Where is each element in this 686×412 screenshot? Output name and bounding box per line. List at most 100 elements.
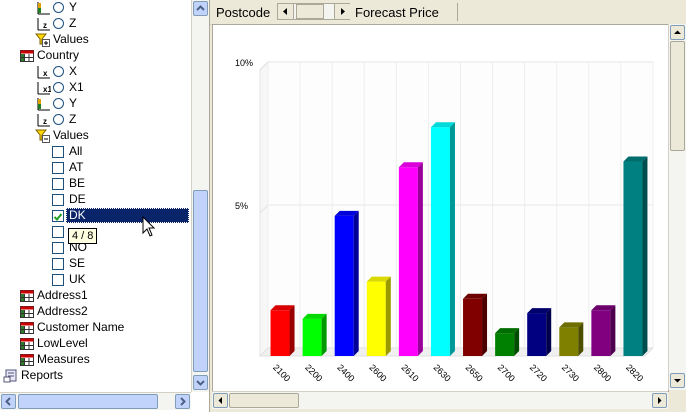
x-tick-label: 2650 (464, 362, 485, 383)
axis-option-label[interactable]: Y (69, 96, 78, 110)
chart-scroll-thumb[interactable] (670, 41, 685, 151)
checkmark-icon (53, 213, 63, 221)
values-node-label[interactable]: Values (53, 32, 89, 46)
values-filter-collapsed-icon[interactable] (35, 33, 51, 47)
dimension-node-label[interactable]: Measures (37, 352, 90, 366)
svg-text:x: x (43, 69, 48, 78)
chart-bar-top (591, 305, 616, 311)
y-axis-icon (37, 2, 50, 15)
scroll-up-button[interactable] (193, 1, 208, 16)
z-axis-icon: z (37, 114, 50, 127)
chart-bar (559, 327, 579, 356)
dimension-node-label[interactable]: LowLevel (37, 336, 88, 350)
chart-bar-side (546, 308, 552, 356)
axis-option-label[interactable]: Y (69, 0, 78, 14)
radio-button[interactable] (53, 114, 64, 125)
chart-scroll-right-button[interactable] (652, 393, 667, 408)
chart-scroll-down-button[interactable] (670, 373, 685, 388)
chart-bar (527, 313, 547, 356)
radio-button[interactable] (53, 82, 64, 93)
values-filter-expanded-icon[interactable] (35, 129, 51, 143)
value-checkbox[interactable] (52, 194, 64, 206)
chevron-left-icon (5, 397, 11, 406)
value-checkbox-label[interactable]: SE (69, 256, 86, 270)
value-checkbox-label[interactable]: AT (69, 160, 84, 174)
chevron-down-icon (196, 380, 205, 386)
gridline (259, 204, 269, 214)
axis-option-label[interactable]: Z (69, 16, 77, 30)
value-checkbox-label[interactable]: All (69, 144, 83, 158)
value-checkbox[interactable] (52, 258, 64, 270)
x-tick-label: 2600 (367, 362, 388, 383)
chart-bar (463, 298, 483, 356)
tree-horizontal-scrollbar[interactable] (0, 392, 191, 410)
chart-bar-side (321, 313, 327, 356)
chart-bar-side (385, 276, 391, 356)
radio-button[interactable] (53, 98, 64, 109)
chart-bar (334, 215, 354, 356)
dimension-tree[interactable]: Yz Z Values Country x Xx1 X1 Yz Z Values All AT BE DE… (0, 0, 210, 412)
chart-bar-top (334, 210, 359, 216)
dimension-node-label[interactable]: Address2 (37, 304, 88, 318)
dimension-table-icon (20, 306, 34, 318)
dimension-table-icon (20, 354, 34, 366)
dimension-node-label[interactable]: Customer Name (37, 320, 125, 334)
reports-node-label[interactable]: Reports (21, 368, 64, 382)
value-checkbox-label[interactable]: DE (69, 192, 86, 206)
dimension-field-label[interactable]: Postcode (216, 5, 271, 20)
z-axis-icon: z (37, 18, 50, 31)
chart-horizontal-scrollbar[interactable] (212, 391, 668, 409)
chevron-up-icon (196, 5, 205, 11)
tree-vertical-scrollbar[interactable] (191, 0, 209, 392)
chart-bar-top (623, 156, 648, 162)
chart-bar (430, 127, 450, 356)
value-checkbox[interactable] (52, 162, 64, 174)
chart-area: 5% 10% 2100 2200 2400 2600 2610 2630 2650 2700 272… (212, 24, 669, 392)
value-checkbox[interactable] (52, 146, 64, 158)
y-tick-label: 5% (235, 201, 248, 211)
values-node-label[interactable]: Values (53, 128, 89, 142)
axis-option-label[interactable]: X1 (69, 80, 84, 94)
chart-bar (623, 161, 643, 356)
chart-vertical-scrollbar[interactable] (668, 24, 686, 390)
slider-left-button[interactable] (278, 4, 294, 19)
chart-scroll-left-button[interactable] (213, 393, 228, 408)
scroll-down-button[interactable] (193, 375, 208, 390)
gridline (259, 61, 269, 71)
radio-button[interactable] (53, 2, 64, 13)
value-checkbox[interactable] (52, 242, 64, 254)
radio-button[interactable] (53, 66, 64, 77)
axis-option-label[interactable]: X (69, 64, 78, 78)
chart-scroll-thumb-horizontal[interactable] (229, 393, 299, 408)
chart-bar-side (449, 122, 455, 356)
svg-text:z: z (43, 117, 47, 126)
slider-right-button[interactable] (334, 4, 350, 19)
chart-bar-top (463, 293, 488, 299)
scroll-left-button[interactable] (1, 394, 16, 409)
value-checkbox-label[interactable]: DK (69, 208, 86, 222)
chart-scroll-up-button[interactable] (670, 25, 685, 40)
scroll-thumb[interactable] (193, 190, 208, 372)
chart-bar-top (430, 122, 455, 128)
measure-label[interactable]: Forecast Price (355, 5, 439, 20)
arrow-up-icon (674, 30, 681, 34)
radio-button[interactable] (53, 18, 64, 29)
value-checkbox-label[interactable]: BE (69, 176, 86, 190)
scroll-right-button[interactable] (175, 394, 190, 409)
axis-option-label[interactable]: Z (69, 112, 77, 126)
slider-thumb[interactable] (296, 4, 324, 19)
dimension-node-label[interactable]: Address1 (37, 288, 88, 302)
value-checkbox[interactable] (52, 210, 64, 222)
value-checkbox[interactable] (52, 226, 64, 238)
x1-axis-icon: x1 (37, 82, 51, 95)
chart-bar-top (302, 313, 327, 319)
value-checkbox[interactable] (52, 274, 64, 286)
y-axis-icon (37, 98, 50, 111)
scroll-thumb-horizontal[interactable] (18, 394, 158, 409)
value-checkbox-label[interactable]: UK (69, 272, 86, 286)
dimension-node-label[interactable]: Country (37, 48, 80, 62)
dimension-slider[interactable] (277, 3, 350, 20)
x-tick-label: 2610 (399, 362, 420, 383)
value-checkbox[interactable] (52, 178, 64, 190)
chart-bar-top (559, 322, 584, 328)
